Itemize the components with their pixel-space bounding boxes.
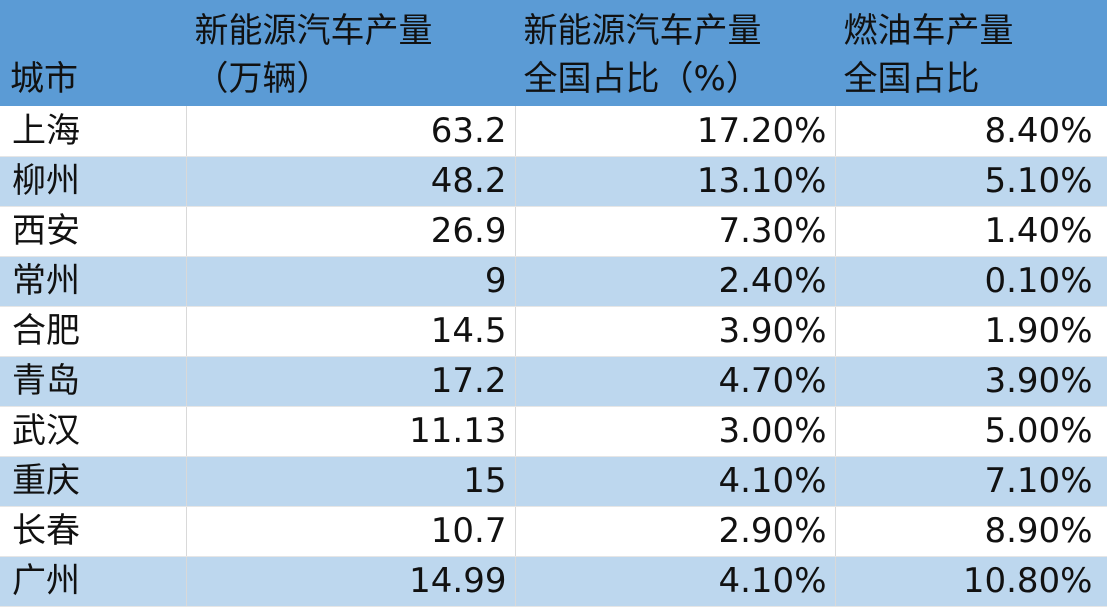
cell-nev-share[interactable]: 2.40% bbox=[515, 256, 836, 307]
cell-city[interactable]: 西安 bbox=[0, 206, 187, 257]
cell-nev-output[interactable]: 63.2 bbox=[186, 106, 516, 157]
cell-nev-output[interactable]: 26.9 bbox=[186, 206, 516, 257]
cell-nev-output[interactable]: 10.7 bbox=[186, 506, 516, 557]
cell-fuel-share[interactable]: 8.40% bbox=[835, 106, 1107, 157]
table-row: 上海 63.2 17.20% 8.40% bbox=[0, 106, 1107, 157]
cell-fuel-share[interactable]: 7.10% bbox=[835, 456, 1107, 507]
cell-fuel-share[interactable]: 1.40% bbox=[835, 206, 1107, 257]
header-nev-share[interactable]: 新能源汽车产量 全国占比（%） bbox=[515, 0, 836, 106]
header-fuel-share[interactable]: 燃油车产量 全国占比 bbox=[835, 0, 1107, 106]
cell-nev-share[interactable]: 4.70% bbox=[515, 356, 836, 407]
cell-nev-share[interactable]: 3.90% bbox=[515, 306, 836, 357]
header-nev-output-line-1: 新能源汽车产量 bbox=[194, 11, 433, 51]
table-header: 城市 新能源汽车产量 （万辆） 新能源汽车产量 全国占比（%） 燃油车产量 全国… bbox=[0, 0, 1107, 106]
header-city[interactable]: 城市 bbox=[0, 0, 187, 106]
cell-fuel-share[interactable]: 8.90% bbox=[835, 506, 1107, 557]
cell-city[interactable]: 青岛 bbox=[0, 356, 187, 407]
cell-fuel-share[interactable]: 3.90% bbox=[835, 356, 1107, 407]
cell-nev-output[interactable]: 14.5 bbox=[186, 306, 516, 357]
cell-fuel-share[interactable]: 10.80% bbox=[835, 556, 1107, 607]
cell-city[interactable]: 常州 bbox=[0, 256, 187, 307]
cell-city[interactable]: 重庆 bbox=[0, 456, 187, 507]
cell-city[interactable]: 长春 bbox=[0, 506, 187, 557]
cell-nev-share[interactable]: 4.10% bbox=[515, 456, 836, 507]
cell-fuel-share[interactable]: 1.90% bbox=[835, 306, 1107, 357]
cell-nev-output[interactable]: 15 bbox=[186, 456, 516, 507]
table-row: 西安 26.9 7.30% 1.40% bbox=[0, 206, 1107, 257]
cell-nev-share[interactable]: 13.10% bbox=[515, 156, 836, 207]
cell-fuel-share[interactable]: 5.00% bbox=[835, 406, 1107, 457]
header-nev-output-line-2: （万辆） bbox=[194, 59, 331, 99]
header-row: 城市 新能源汽车产量 （万辆） 新能源汽车产量 全国占比（%） 燃油车产量 全国… bbox=[0, 0, 1107, 106]
cell-nev-output[interactable]: 48.2 bbox=[186, 156, 516, 207]
table-row: 合肥 14.5 3.90% 1.90% bbox=[0, 306, 1107, 357]
table-body: 上海 63.2 17.20% 8.40% 柳州 48.2 13.10% 5.10… bbox=[0, 106, 1107, 607]
table-row: 重庆 15 4.10% 7.10% bbox=[0, 456, 1107, 507]
cell-nev-output[interactable]: 11.13 bbox=[186, 406, 516, 457]
header-nev-share-line-2: 全国占比（%） bbox=[523, 59, 760, 99]
cell-fuel-share[interactable]: 5.10% bbox=[835, 156, 1107, 207]
table-row: 长春 10.7 2.90% 8.90% bbox=[0, 506, 1107, 557]
table-row: 广州 14.99 4.10% 10.80% bbox=[0, 556, 1107, 607]
cell-nev-share[interactable]: 7.30% bbox=[515, 206, 836, 257]
table-row: 柳州 48.2 13.10% 5.10% bbox=[0, 156, 1107, 207]
cell-nev-output[interactable]: 17.2 bbox=[186, 356, 516, 407]
header-city-line-2: 城市 bbox=[10, 59, 78, 99]
cell-nev-share[interactable]: 4.10% bbox=[515, 556, 836, 607]
cell-nev-output[interactable]: 14.99 bbox=[186, 556, 516, 607]
table-row: 青岛 17.2 4.70% 3.90% bbox=[0, 356, 1107, 407]
cell-nev-output[interactable]: 9 bbox=[186, 256, 516, 307]
cell-nev-share[interactable]: 3.00% bbox=[515, 406, 836, 457]
cell-city[interactable]: 柳州 bbox=[0, 156, 187, 207]
header-fuel-share-line-1: 燃油车产量 bbox=[843, 11, 1014, 51]
cell-city[interactable]: 上海 bbox=[0, 106, 187, 157]
header-fuel-share-line-2: 全国占比 bbox=[843, 59, 980, 99]
cell-nev-share[interactable]: 2.90% bbox=[515, 506, 836, 557]
cell-city[interactable]: 广州 bbox=[0, 556, 187, 607]
table-row: 武汉 11.13 3.00% 5.00% bbox=[0, 406, 1107, 457]
table-row: 常州 9 2.40% 0.10% bbox=[0, 256, 1107, 307]
header-nev-output[interactable]: 新能源汽车产量 （万辆） bbox=[186, 0, 516, 106]
cell-nev-share[interactable]: 17.20% bbox=[515, 106, 836, 157]
cell-fuel-share[interactable]: 0.10% bbox=[835, 256, 1107, 307]
cell-city[interactable]: 武汉 bbox=[0, 406, 187, 457]
header-nev-share-line-1: 新能源汽车产量 bbox=[523, 11, 762, 51]
cell-city[interactable]: 合肥 bbox=[0, 306, 187, 357]
